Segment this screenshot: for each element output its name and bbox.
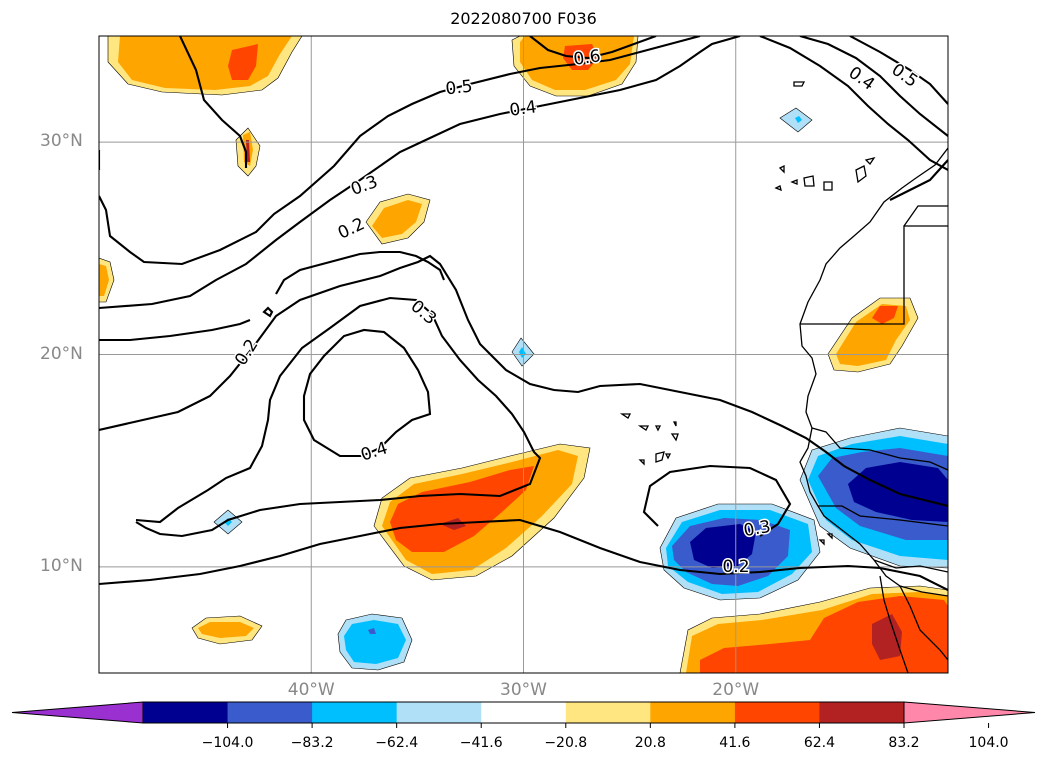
- colorbar-segment: [143, 702, 229, 723]
- colorbar-tick-label: 20.8: [634, 735, 666, 751]
- colorbar-tick-label: −20.8: [544, 735, 588, 751]
- colorbar-extend-max: [903, 701, 1036, 724]
- contour-line: [179, 36, 248, 168]
- border-line-2: [903, 205, 948, 227]
- latitude-label: 10°N: [40, 555, 83, 576]
- colorbar-tick-label: −83.2: [290, 735, 334, 751]
- contour-line: [99, 36, 741, 310]
- coastline-layer: [619, 81, 948, 673]
- anomaly-blob-6n-negative: [337, 613, 413, 671]
- colorbar-segment: [396, 702, 482, 723]
- contour-line: [135, 296, 542, 538]
- longitude-label: 30°W: [500, 680, 547, 700]
- latitude-label: 30°N: [40, 131, 83, 152]
- cape-verde-islands: [619, 413, 679, 466]
- figure-title: 2022080700 F036: [450, 9, 597, 28]
- longitude-label: 40°W: [287, 680, 335, 700]
- border-line-3: [811, 427, 948, 471]
- contour-label: 0.4: [508, 97, 538, 121]
- anomaly-blob-west-edge: [99, 257, 115, 303]
- colorbar-tick-label: −41.6: [459, 735, 503, 751]
- colorbar-tick-label: −104.0: [201, 735, 254, 751]
- contour-line: [889, 159, 948, 201]
- border-line-6: [899, 585, 948, 661]
- contour-label: 0.6: [572, 46, 602, 70]
- colorbar-segment: [819, 702, 905, 723]
- anomaly-blob-nw: [107, 36, 303, 96]
- colorbar-segment: [312, 702, 398, 723]
- contour-label: 0.5: [445, 77, 474, 100]
- contour-label: 0.4: [845, 63, 879, 95]
- contour-label: 0.3: [407, 296, 441, 329]
- contour-line: [849, 36, 948, 105]
- border-line-5: [879, 575, 909, 673]
- colorbar-segment: [565, 702, 651, 723]
- anomaly-blob-26n: [365, 193, 431, 245]
- map-frame: [98, 35, 949, 674]
- anomaly-strip-43w: [235, 127, 261, 177]
- colorbar-segment: [481, 702, 567, 723]
- border-line-7: [873, 559, 948, 573]
- madeira-island: [793, 81, 806, 87]
- colorbar-tick-label: 104.0: [968, 735, 1009, 751]
- colorbar-segment: [227, 702, 313, 723]
- longitude-label: 20°W: [712, 680, 760, 700]
- shading-layer: [99, 36, 948, 673]
- canary-islands: [774, 156, 876, 192]
- contour-line: [262, 306, 274, 318]
- contour-line: [799, 36, 948, 137]
- gridlines: [99, 36, 948, 673]
- colorbar-tick-label: 83.2: [888, 735, 920, 751]
- contour-layer: [99, 36, 948, 591]
- contour-label: 0.2: [722, 557, 749, 577]
- contour-line: [759, 36, 948, 171]
- contour-line: [529, 36, 657, 60]
- colorbar-tick-label: 62.4: [803, 735, 836, 751]
- anomaly-blob-gulf-of-guinea: [679, 585, 948, 673]
- contour-label: 0.2: [335, 214, 368, 244]
- contour-line: [302, 328, 432, 458]
- colorbar-tick-label: 41.6: [719, 735, 751, 751]
- contour-label: 0.5: [888, 60, 922, 92]
- colorbar-outline: [142, 701, 905, 724]
- anomaly-blob-6n: [191, 615, 263, 645]
- border-line-1: [800, 225, 948, 325]
- anomaly-blob-west-africa-negative: [799, 427, 948, 569]
- contour-line: [99, 254, 948, 508]
- contour-line: [642, 464, 792, 537]
- contour-line: [275, 250, 445, 295]
- anomaly-band-central-atlantic: [373, 443, 591, 581]
- anomaly-blob-nw-africa: [827, 297, 919, 373]
- colorbar-tick-label: −62.4: [375, 735, 419, 751]
- colorbar-segment: [650, 702, 736, 723]
- bijagos-islands: [818, 533, 833, 546]
- colorbar-segment: [734, 702, 820, 723]
- anomaly-blob-20w-negative: [659, 503, 821, 601]
- africa-coastline: [799, 147, 948, 597]
- border-line-4: [818, 505, 948, 527]
- contour-line: [99, 319, 251, 342]
- contour-line: [99, 36, 701, 266]
- colorbar: [11, 701, 1036, 728]
- contour-label: 0.3: [348, 172, 380, 200]
- contour-line: [99, 518, 948, 591]
- latitude-label: 20°N: [40, 343, 83, 364]
- colorbar-extend-min: [11, 701, 144, 724]
